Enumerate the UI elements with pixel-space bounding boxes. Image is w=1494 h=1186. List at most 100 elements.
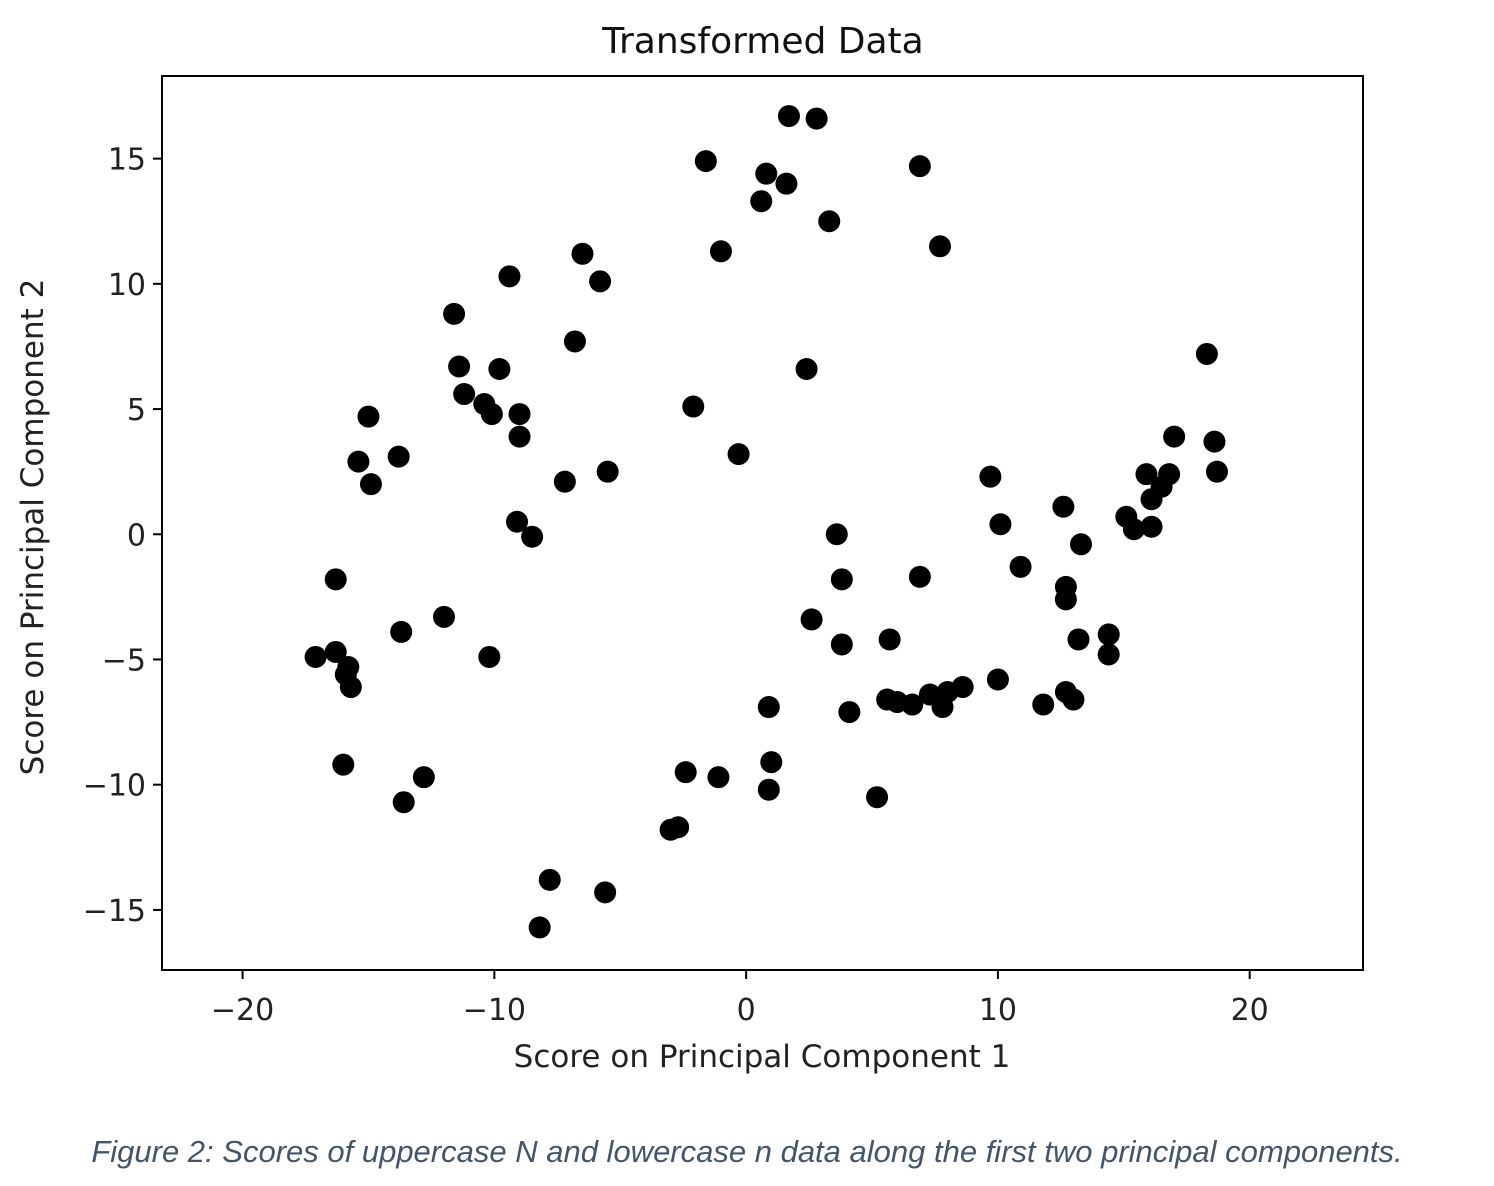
data-point-55 bbox=[800, 608, 823, 631]
data-point-1 bbox=[805, 107, 828, 130]
data-point-92 bbox=[538, 868, 561, 891]
data-point-37 bbox=[1205, 460, 1228, 483]
data-point-56 bbox=[432, 605, 455, 628]
x-tick-label-0: −20 bbox=[211, 993, 274, 1028]
data-point-93 bbox=[594, 881, 617, 904]
data-point-64 bbox=[324, 640, 347, 663]
data-point-78 bbox=[931, 696, 954, 719]
y-tick-label-1: −10 bbox=[83, 769, 146, 804]
data-point-31 bbox=[506, 510, 529, 533]
data-point-18 bbox=[453, 383, 476, 406]
data-point-89 bbox=[866, 786, 889, 809]
x-tick-label-3: 10 bbox=[979, 993, 1017, 1028]
data-point-86 bbox=[412, 766, 435, 789]
data-point-20 bbox=[480, 403, 503, 426]
data-point-81 bbox=[838, 701, 861, 724]
data-point-68 bbox=[339, 676, 362, 699]
data-point-11 bbox=[589, 270, 612, 293]
data-point-2 bbox=[694, 150, 717, 173]
data-point-24 bbox=[508, 425, 531, 448]
x-axis: −20 −10 0 10 20 bbox=[211, 970, 1269, 1028]
data-point-57 bbox=[390, 620, 413, 643]
data-point-79 bbox=[1032, 693, 1055, 716]
data-point-12 bbox=[498, 265, 521, 288]
figure-caption: Figure 2: Scores of uppercase N and lowe… bbox=[91, 1134, 1403, 1169]
data-point-80 bbox=[757, 696, 780, 719]
data-point-46 bbox=[1140, 515, 1163, 538]
data-point-47 bbox=[989, 513, 1012, 536]
data-point-38 bbox=[979, 465, 1002, 488]
plot-frame bbox=[161, 75, 1364, 971]
data-point-42 bbox=[1140, 488, 1163, 511]
data-point-7 bbox=[818, 210, 841, 233]
data-point-88 bbox=[392, 791, 415, 814]
y-tick-label-4: 5 bbox=[127, 393, 146, 428]
data-point-87 bbox=[757, 778, 780, 801]
data-point-51 bbox=[830, 568, 853, 591]
data-point-82 bbox=[332, 753, 355, 776]
data-point-10 bbox=[571, 242, 594, 265]
data-point-6 bbox=[750, 190, 773, 213]
data-point-36 bbox=[1203, 430, 1226, 453]
points-layer bbox=[304, 105, 1228, 939]
data-point-14 bbox=[563, 330, 586, 353]
data-point-50 bbox=[908, 565, 931, 588]
y-tick-label-0: −15 bbox=[83, 894, 146, 929]
y-axis: −15 −10 −5 0 5 10 15 bbox=[83, 143, 162, 929]
data-point-15 bbox=[448, 355, 471, 378]
data-point-34 bbox=[1195, 342, 1218, 365]
x-tick-label-1: −10 bbox=[463, 993, 526, 1028]
data-point-35 bbox=[1163, 425, 1186, 448]
x-axis-title: Score on Principal Component 1 bbox=[514, 1039, 1011, 1075]
data-point-0 bbox=[777, 105, 800, 128]
data-point-32 bbox=[521, 525, 544, 548]
data-point-74 bbox=[1062, 688, 1085, 711]
x-tick-label-2: 0 bbox=[737, 993, 756, 1028]
data-point-63 bbox=[304, 645, 327, 668]
data-point-43 bbox=[1052, 495, 1075, 518]
data-point-60 bbox=[878, 628, 901, 651]
data-point-39 bbox=[1135, 463, 1158, 486]
data-point-45 bbox=[1122, 518, 1145, 541]
data-point-13 bbox=[443, 302, 466, 325]
data-point-58 bbox=[1097, 623, 1120, 646]
data-point-29 bbox=[553, 470, 576, 493]
data-point-8 bbox=[709, 240, 732, 263]
scatter-chart: Transformed Data −20 −10 0 10 20 −15 −10 −5 0 5 1… bbox=[15, 21, 1364, 1075]
data-point-48 bbox=[1070, 533, 1093, 556]
data-point-83 bbox=[760, 751, 783, 774]
data-point-27 bbox=[347, 450, 370, 473]
data-point-16 bbox=[488, 357, 511, 380]
chart-title: Transformed Data bbox=[601, 21, 923, 62]
data-point-21 bbox=[508, 403, 531, 426]
y-tick-label-2: −5 bbox=[102, 643, 146, 678]
data-point-3 bbox=[755, 162, 778, 185]
y-tick-label-5: 10 bbox=[108, 268, 146, 303]
data-point-53 bbox=[1054, 588, 1077, 611]
data-point-28 bbox=[596, 460, 619, 483]
y-axis-title: Score on Principal Component 2 bbox=[15, 279, 51, 776]
data-point-23 bbox=[357, 405, 380, 428]
data-point-22 bbox=[682, 395, 705, 418]
data-point-9 bbox=[929, 235, 952, 258]
data-point-85 bbox=[707, 766, 730, 789]
data-point-54 bbox=[324, 568, 347, 591]
data-point-30 bbox=[359, 473, 382, 496]
data-point-59 bbox=[1067, 628, 1090, 651]
data-point-4 bbox=[775, 172, 798, 195]
data-point-17 bbox=[795, 357, 818, 380]
y-tick-label-3: 0 bbox=[127, 518, 146, 553]
data-point-94 bbox=[528, 916, 551, 939]
x-tick-label-4: 20 bbox=[1231, 993, 1269, 1028]
data-point-65 bbox=[478, 645, 501, 668]
y-tick-label-6: 15 bbox=[108, 143, 146, 178]
data-point-77 bbox=[901, 693, 924, 716]
data-point-69 bbox=[986, 668, 1009, 691]
data-point-49 bbox=[1009, 555, 1032, 578]
data-point-91 bbox=[667, 816, 690, 839]
data-point-33 bbox=[825, 523, 848, 546]
data-point-61 bbox=[830, 633, 853, 656]
data-point-62 bbox=[1097, 643, 1120, 666]
data-point-84 bbox=[674, 761, 697, 784]
data-point-5 bbox=[908, 155, 931, 178]
